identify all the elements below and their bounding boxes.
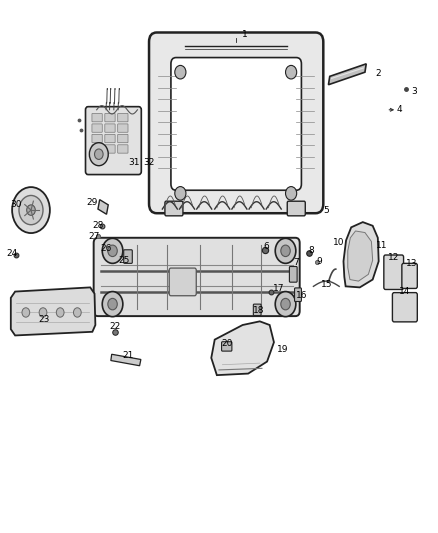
- Circle shape: [102, 238, 123, 263]
- FancyBboxPatch shape: [124, 250, 132, 263]
- Circle shape: [175, 66, 186, 79]
- Text: 28: 28: [92, 221, 104, 230]
- FancyBboxPatch shape: [165, 201, 183, 216]
- Text: 18: 18: [253, 306, 264, 316]
- FancyBboxPatch shape: [92, 114, 102, 122]
- FancyBboxPatch shape: [105, 124, 115, 132]
- FancyBboxPatch shape: [287, 201, 305, 216]
- FancyBboxPatch shape: [92, 145, 102, 153]
- Text: 8: 8: [308, 246, 314, 255]
- Text: 21: 21: [122, 351, 134, 360]
- Circle shape: [22, 308, 30, 317]
- FancyBboxPatch shape: [169, 268, 196, 296]
- Circle shape: [281, 298, 290, 310]
- FancyBboxPatch shape: [118, 134, 128, 143]
- Circle shape: [175, 187, 186, 200]
- Text: 7: 7: [293, 258, 299, 267]
- Text: 5: 5: [323, 206, 329, 215]
- FancyBboxPatch shape: [171, 58, 301, 190]
- Circle shape: [281, 245, 290, 256]
- Circle shape: [12, 187, 50, 233]
- Circle shape: [89, 143, 108, 166]
- Circle shape: [102, 292, 123, 317]
- Text: 10: 10: [333, 238, 345, 247]
- Text: 14: 14: [399, 287, 410, 296]
- FancyBboxPatch shape: [384, 255, 403, 289]
- Text: 24: 24: [7, 249, 18, 258]
- Text: 17: 17: [272, 284, 284, 293]
- FancyBboxPatch shape: [392, 293, 417, 322]
- FancyBboxPatch shape: [105, 134, 115, 143]
- FancyBboxPatch shape: [92, 134, 102, 143]
- Text: 30: 30: [11, 200, 22, 209]
- Polygon shape: [98, 200, 108, 214]
- Text: 31: 31: [128, 158, 140, 166]
- FancyBboxPatch shape: [222, 342, 232, 351]
- Circle shape: [108, 245, 117, 256]
- Polygon shape: [111, 354, 141, 366]
- Text: 13: 13: [406, 260, 418, 269]
- Circle shape: [108, 298, 117, 310]
- Text: 20: 20: [221, 340, 233, 348]
- Circle shape: [57, 308, 64, 317]
- Circle shape: [39, 308, 47, 317]
- FancyBboxPatch shape: [94, 238, 300, 316]
- Text: 32: 32: [144, 158, 155, 166]
- Polygon shape: [211, 321, 274, 375]
- Text: 2: 2: [375, 69, 381, 78]
- Text: 27: 27: [88, 232, 99, 241]
- FancyBboxPatch shape: [92, 124, 102, 132]
- FancyBboxPatch shape: [118, 124, 128, 132]
- Polygon shape: [11, 287, 95, 335]
- FancyBboxPatch shape: [118, 145, 128, 153]
- Circle shape: [286, 66, 297, 79]
- Text: 25: 25: [118, 256, 129, 265]
- Text: 15: 15: [321, 280, 333, 289]
- Text: 16: 16: [296, 290, 307, 300]
- Text: 19: 19: [277, 344, 288, 353]
- FancyBboxPatch shape: [149, 33, 323, 213]
- Text: 3: 3: [411, 87, 417, 96]
- Text: 9: 9: [316, 257, 322, 266]
- Polygon shape: [328, 64, 366, 85]
- FancyBboxPatch shape: [105, 145, 115, 153]
- Circle shape: [275, 238, 296, 263]
- Text: 1: 1: [242, 29, 247, 38]
- Text: 4: 4: [396, 106, 402, 114]
- Circle shape: [286, 187, 297, 200]
- Text: 22: 22: [110, 322, 121, 331]
- FancyBboxPatch shape: [118, 114, 128, 122]
- Circle shape: [19, 196, 43, 225]
- Circle shape: [95, 149, 103, 159]
- FancyBboxPatch shape: [85, 107, 141, 175]
- FancyBboxPatch shape: [105, 114, 115, 122]
- Text: 12: 12: [389, 253, 400, 262]
- FancyBboxPatch shape: [402, 263, 417, 288]
- Circle shape: [27, 205, 35, 215]
- Circle shape: [275, 292, 296, 317]
- Text: 26: 26: [101, 244, 112, 253]
- Text: 23: 23: [38, 316, 49, 324]
- FancyBboxPatch shape: [294, 288, 301, 302]
- FancyBboxPatch shape: [253, 304, 261, 316]
- Polygon shape: [348, 231, 373, 281]
- Text: 6: 6: [263, 242, 269, 251]
- Text: 29: 29: [87, 198, 98, 207]
- Polygon shape: [343, 222, 379, 287]
- Text: 11: 11: [375, 241, 387, 250]
- Circle shape: [74, 308, 81, 317]
- FancyBboxPatch shape: [290, 266, 297, 282]
